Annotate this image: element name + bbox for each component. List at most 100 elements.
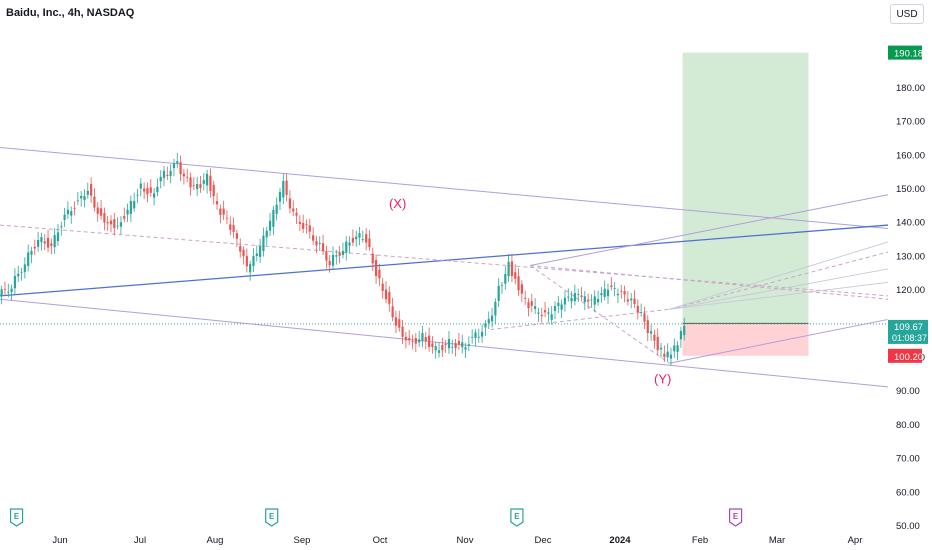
candle-body — [53, 235, 56, 248]
candle-body — [553, 306, 557, 311]
candle-body — [388, 291, 391, 304]
earnings-marker-3 — [728, 508, 743, 527]
price-badge-label: 190.18 — [894, 49, 923, 60]
candle-body — [259, 246, 262, 257]
candle-body — [335, 255, 338, 257]
candle-body — [587, 299, 590, 302]
candle-body — [66, 209, 70, 215]
earnings-marker-0 — [9, 508, 24, 527]
candle-body — [351, 237, 354, 243]
candle-body — [232, 225, 235, 232]
candle-body — [590, 299, 593, 301]
currency-button[interactable]: USD — [890, 4, 924, 24]
candle-body — [378, 269, 381, 279]
drawing-line-3 — [0, 224, 889, 297]
candle-body — [268, 220, 272, 231]
candle-body — [86, 190, 89, 195]
candle-body — [249, 264, 252, 273]
drawing-line-2 — [0, 224, 889, 297]
candle-body — [113, 219, 116, 228]
earnings-marker-2 — [510, 508, 524, 527]
candle-body — [653, 334, 656, 341]
candle-body — [205, 173, 209, 186]
candle-body — [162, 170, 166, 178]
candle-body — [623, 291, 626, 295]
candle-body — [620, 290, 623, 292]
candle-body — [530, 301, 533, 306]
candle-body — [341, 250, 345, 255]
current-price-label: 109.67 — [894, 322, 923, 333]
candle-body — [467, 344, 470, 346]
x-tick-label: Feb — [692, 535, 708, 546]
candle-body — [7, 291, 10, 293]
candle-body — [441, 345, 444, 351]
candle-body — [272, 209, 275, 227]
candle-body — [265, 230, 268, 238]
candle-body — [626, 299, 629, 302]
candle-body — [262, 235, 265, 252]
candle-body — [202, 180, 205, 184]
candle-body — [73, 207, 76, 209]
candle-body — [33, 246, 36, 249]
candle-body — [365, 234, 368, 243]
candle-body — [275, 204, 278, 214]
candle-body — [315, 241, 318, 246]
candle-body — [312, 235, 315, 241]
candle-body — [659, 347, 663, 350]
candle-body — [500, 285, 504, 287]
candle-body — [242, 249, 245, 257]
candle-body — [437, 350, 441, 353]
candle-body — [394, 317, 398, 326]
candle-body — [361, 238, 364, 240]
candle-body — [282, 180, 285, 198]
y-tick-label: 160.00 — [896, 150, 925, 161]
candle-body — [603, 288, 606, 297]
candle-body — [534, 306, 537, 310]
candle-body — [630, 298, 633, 301]
candle-body — [159, 176, 162, 182]
y-tick-label: 140.00 — [896, 218, 925, 229]
candle-body — [567, 296, 570, 298]
candle-body — [136, 194, 139, 196]
drawing-line-5 — [530, 194, 889, 267]
candle-body — [471, 336, 474, 338]
candle-body — [119, 222, 123, 227]
x-tick-label: Jul — [134, 535, 146, 546]
candle-body — [600, 293, 603, 296]
candle-body — [166, 174, 169, 177]
candle-body — [580, 295, 583, 297]
candle-body — [245, 256, 248, 267]
profit-zone — [682, 52, 809, 324]
candle-body — [537, 312, 540, 314]
candle-body — [510, 261, 514, 277]
y-tick-label: 50.00 — [896, 521, 920, 532]
y-tick-label: 120.00 — [896, 285, 925, 296]
candle-body — [133, 201, 136, 209]
drawing-line-10 — [669, 268, 889, 310]
candle-body — [63, 214, 66, 220]
candle-body — [123, 216, 126, 219]
candle-body — [305, 224, 308, 226]
drawing-line-11 — [669, 281, 889, 310]
y-tick-label: 70.00 — [896, 454, 920, 465]
candle-body — [10, 288, 13, 293]
candle-body — [215, 201, 219, 205]
candle-body — [643, 313, 646, 322]
candle-body — [484, 323, 487, 328]
candle-body — [126, 209, 129, 215]
drawing-line-7 — [490, 308, 670, 331]
candle-body — [156, 186, 159, 193]
candle-body — [37, 240, 40, 247]
candle-body — [17, 273, 20, 277]
candle-body — [573, 293, 576, 302]
candle-body — [325, 251, 328, 261]
candle-body — [477, 336, 480, 338]
candle-body — [192, 185, 195, 187]
y-tick-label: 180.00 — [896, 83, 925, 94]
candle-body — [103, 213, 106, 223]
candle-body — [454, 343, 457, 349]
candle-body — [616, 293, 620, 296]
candle-body — [152, 193, 156, 198]
candle-body — [222, 208, 225, 215]
